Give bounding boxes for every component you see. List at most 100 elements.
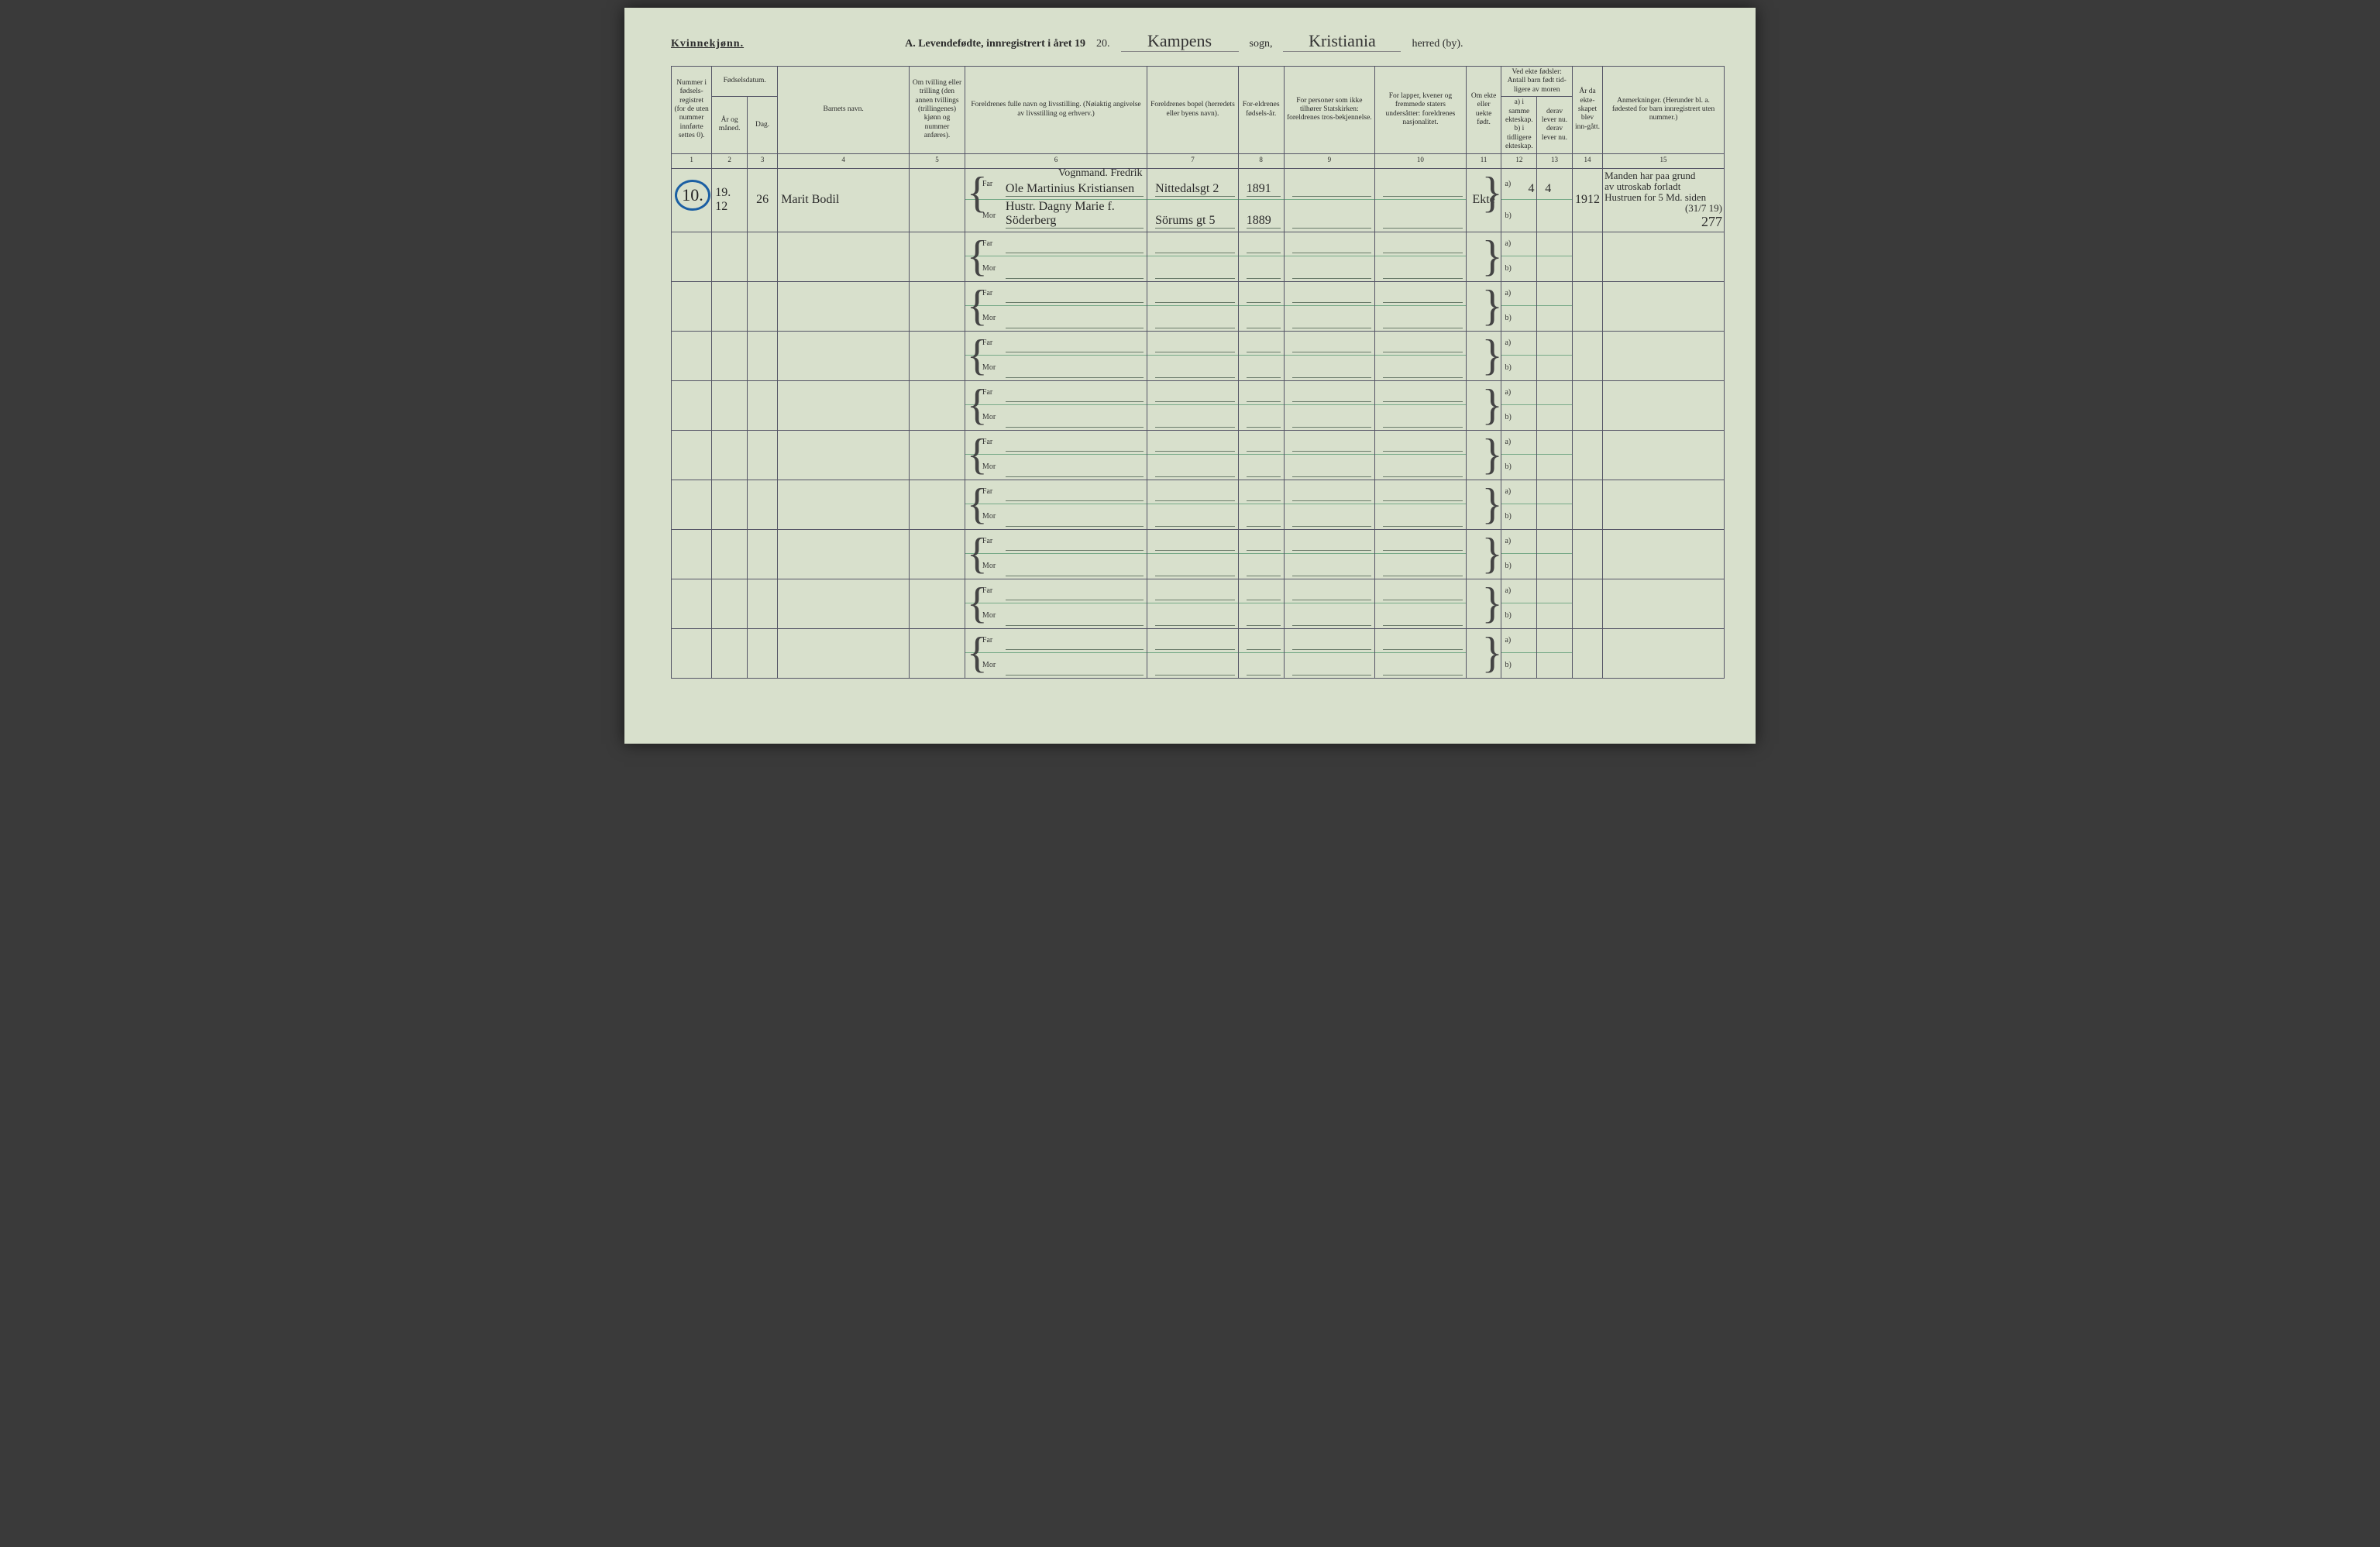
empty-cell: {FarMor xyxy=(965,628,1147,678)
a-label: a) xyxy=(1505,537,1523,545)
empty-cell: } xyxy=(1466,331,1501,380)
empty-cell xyxy=(672,529,712,579)
column-number: 2 xyxy=(712,153,748,168)
empty-cell xyxy=(778,529,910,579)
col1-header: Nummer i fødsels-registret (for de uten … xyxy=(672,67,712,154)
empty-cell xyxy=(778,628,910,678)
empty-cell xyxy=(1603,579,1725,628)
empty-cell xyxy=(910,281,965,331)
register-table: Nummer i fødsels-registret (for de uten … xyxy=(671,66,1725,679)
column-number: 3 xyxy=(748,153,778,168)
empty-cell xyxy=(1603,281,1725,331)
empty-cell xyxy=(1147,331,1239,380)
cell-parents: { Far Vognmand. Fredrik Ole Martinius Kr… xyxy=(965,168,1147,232)
empty-cell xyxy=(712,331,748,380)
empty-cell xyxy=(1284,579,1375,628)
table-row: {FarMor}a)b) xyxy=(672,480,1725,529)
b-label: b) xyxy=(1505,363,1523,372)
empty-cell xyxy=(1572,380,1602,430)
empty-cell xyxy=(1147,628,1239,678)
b-label: b) xyxy=(1505,512,1523,521)
empty-cell: a)b) xyxy=(1501,232,1537,281)
empty-cell xyxy=(910,331,965,380)
empty-cell xyxy=(1375,281,1467,331)
empty-cell xyxy=(748,529,778,579)
sogn-value: Kampens xyxy=(1121,31,1239,52)
table-row: {FarMor}a)b) xyxy=(672,281,1725,331)
empty-cell xyxy=(1147,430,1239,480)
b-label: b) xyxy=(1505,562,1523,570)
empty-cell xyxy=(672,281,712,331)
empty-cell xyxy=(1375,331,1467,380)
father-title: Vognmand. Fredrik xyxy=(1058,167,1143,180)
title-prefix: A. Levendefødte, innregistrert i året 19 xyxy=(905,38,1085,50)
empty-cell xyxy=(778,331,910,380)
column-number: 7 xyxy=(1147,153,1239,168)
empty-cell: } xyxy=(1466,380,1501,430)
empty-cell xyxy=(748,331,778,380)
brace-open-icon: { xyxy=(967,434,988,476)
cell-number: 10. xyxy=(672,168,712,232)
empty-cell xyxy=(1238,628,1284,678)
empty-cell xyxy=(1238,579,1284,628)
record-number: 10. xyxy=(682,185,703,205)
child-name-value: Marit Bodil xyxy=(778,169,909,232)
brace-close-icon: } xyxy=(1482,235,1503,277)
empty-cell xyxy=(1147,232,1239,281)
column-number: 13 xyxy=(1537,153,1573,168)
empty-cell xyxy=(1375,380,1467,430)
empty-cell: a)b) xyxy=(1501,628,1537,678)
empty-cell xyxy=(672,380,712,430)
marriage-year: 1912 xyxy=(1573,169,1602,232)
empty-cell xyxy=(1284,281,1375,331)
brace-close-icon: } xyxy=(1482,172,1503,214)
empty-cell xyxy=(1537,480,1573,529)
day-value: 26 xyxy=(748,169,777,232)
empty-cell: {FarMor xyxy=(965,232,1147,281)
empty-cell: } xyxy=(1466,628,1501,678)
empty-cell xyxy=(1375,529,1467,579)
empty-cell xyxy=(712,430,748,480)
col14-header: År da ekte-skapet blev inn-gått. xyxy=(1572,67,1602,154)
table-row: 10. 19. 12 26 Marit Bodil { Far xyxy=(672,168,1725,232)
brace-close-icon: } xyxy=(1482,384,1503,426)
brace-open-icon: { xyxy=(967,172,988,214)
empty-cell xyxy=(748,480,778,529)
a-label: a) xyxy=(1505,180,1523,188)
empty-cell xyxy=(1572,628,1602,678)
table-row: {FarMor}a)b) xyxy=(672,529,1725,579)
col9-header: For personer som ikke tilhører Statskirk… xyxy=(1284,67,1375,154)
record-number-circle: 10. xyxy=(675,180,710,211)
table-row: {FarMor}a)b) xyxy=(672,331,1725,380)
empty-cell xyxy=(748,380,778,430)
brace-open-icon: { xyxy=(967,335,988,376)
empty-cell xyxy=(1572,331,1602,380)
empty-cell xyxy=(712,628,748,678)
column-number: 5 xyxy=(910,153,965,168)
remark-3: Hustruen for 5 Md. siden xyxy=(1604,192,1722,203)
empty-cell: {FarMor xyxy=(965,281,1147,331)
empty-cell xyxy=(910,579,965,628)
brace-close-icon: } xyxy=(1482,632,1503,674)
empty-cell xyxy=(778,281,910,331)
empty-cell xyxy=(1284,380,1375,430)
brace-close-icon: } xyxy=(1482,583,1503,624)
empty-cell xyxy=(910,232,965,281)
remark-5: 277 xyxy=(1604,215,1722,230)
empty-cell xyxy=(672,480,712,529)
empty-cell xyxy=(1537,529,1573,579)
empty-cell xyxy=(748,430,778,480)
father-birth: 1891 xyxy=(1247,171,1281,197)
empty-cell: a)b) xyxy=(1501,281,1537,331)
empty-cell xyxy=(672,579,712,628)
empty-cell xyxy=(1238,281,1284,331)
a-label: a) xyxy=(1505,487,1523,496)
mother-name: Hustr. Dagny Marie f. Söderberg xyxy=(1006,203,1144,229)
empty-cell: } xyxy=(1466,480,1501,529)
empty-cell xyxy=(910,430,965,480)
empty-cell xyxy=(1238,331,1284,380)
b-label: b) xyxy=(1505,661,1523,669)
father-name: Ole Martinius Kristiansen xyxy=(1006,182,1134,196)
b-label: b) xyxy=(1505,611,1523,620)
empty-cell: } xyxy=(1466,232,1501,281)
